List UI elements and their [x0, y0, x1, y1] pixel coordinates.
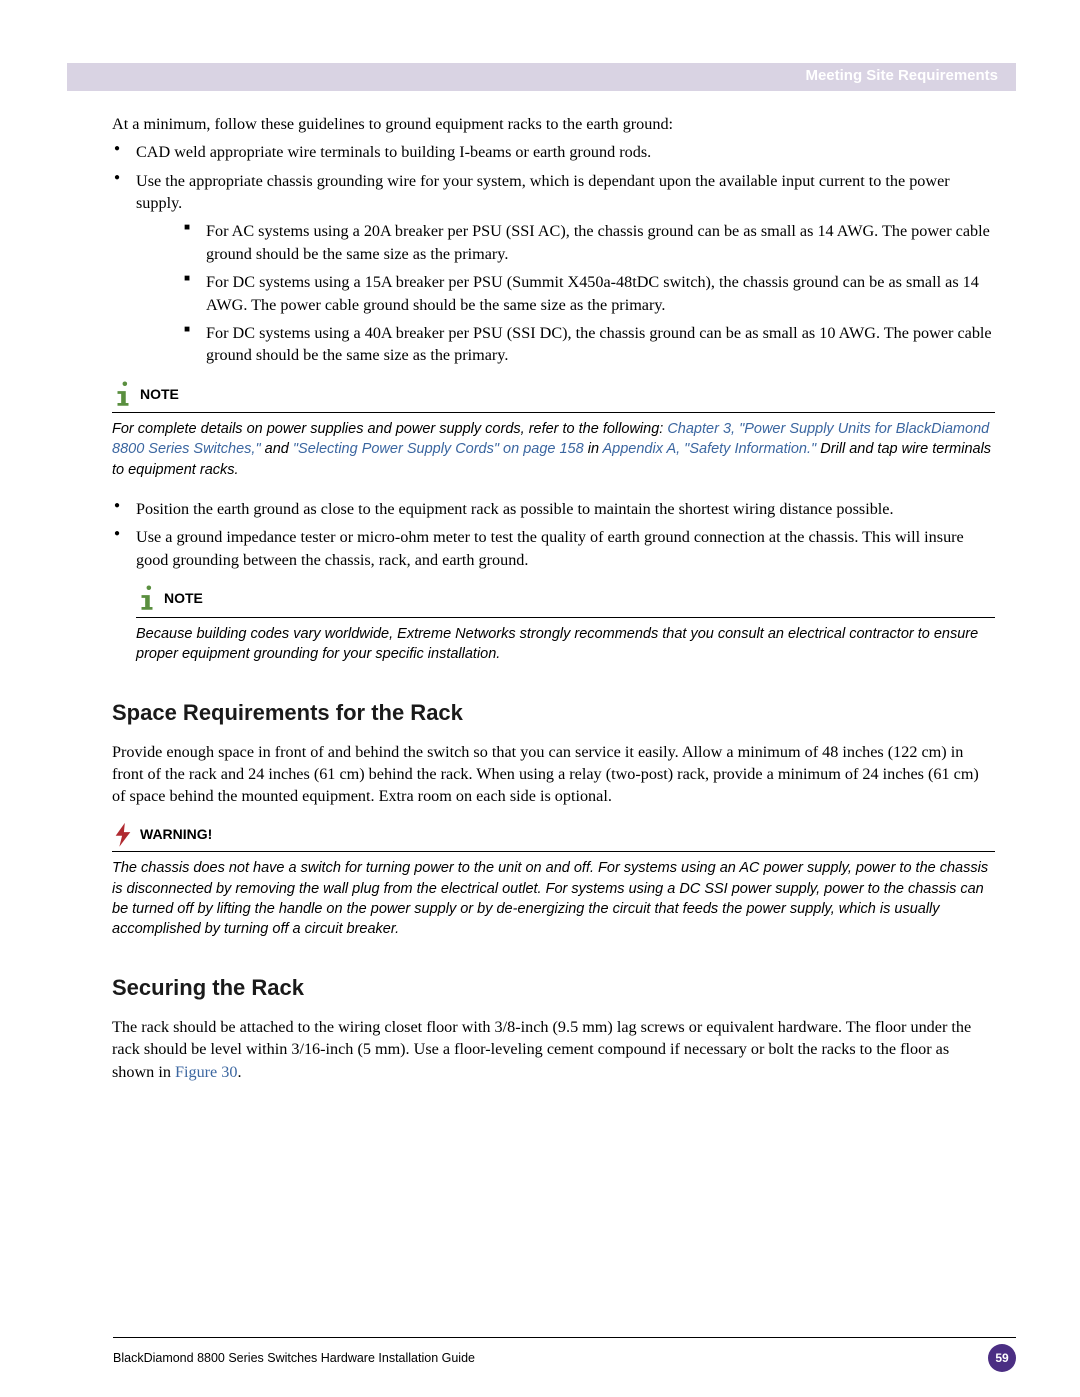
- link-page-158[interactable]: "Selecting Power Supply Cords" on page 1…: [293, 441, 584, 457]
- info-icon: [136, 585, 158, 613]
- footer-title: BlackDiamond 8800 Series Switches Hardwa…: [113, 1351, 475, 1365]
- page-footer: BlackDiamond 8800 Series Switches Hardwa…: [113, 1337, 1016, 1372]
- intro-text: At a minimum, follow these guidelines to…: [112, 113, 995, 135]
- list-item: For DC systems using a 15A breaker per P…: [206, 271, 995, 316]
- warning-label: WARNING!: [140, 825, 212, 844]
- list-item: Use a ground impedance tester or micro-o…: [136, 526, 995, 571]
- list-item: Position the earth ground as close to th…: [136, 498, 995, 520]
- link-figure-30[interactable]: Figure 30: [175, 1063, 238, 1081]
- bullet-list-1: CAD weld appropriate wire terminals to b…: [112, 141, 995, 366]
- warning-block: WARNING! The chassis does not have a swi…: [112, 822, 995, 940]
- lightning-icon: [112, 822, 134, 848]
- note-header: NOTE: [112, 381, 995, 409]
- info-icon: [112, 381, 134, 409]
- sub-bullet-list: For AC systems using a 20A breaker per P…: [136, 220, 995, 366]
- note-label: NOTE: [164, 589, 203, 608]
- header-bar: Meeting Site Requirements: [67, 63, 1016, 91]
- page-number: 59: [988, 1344, 1016, 1372]
- warning-text: The chassis does not have a switch for t…: [112, 858, 995, 939]
- heading-securing-rack: Securing the Rack: [112, 973, 995, 1003]
- divider: [112, 412, 995, 413]
- list-item: For DC systems using a 40A breaker per P…: [206, 322, 995, 367]
- note-label: NOTE: [140, 385, 179, 404]
- note-block-2: NOTE Because building codes vary worldwi…: [112, 585, 995, 664]
- list-item-text: Use the appropriate chassis grounding wi…: [136, 172, 950, 212]
- bullet-list-2: Position the earth ground as close to th…: [112, 498, 995, 571]
- list-item: CAD weld appropriate wire terminals to b…: [136, 141, 995, 163]
- note-text: Because building codes vary worldwide, E…: [136, 624, 995, 665]
- divider: [136, 617, 995, 618]
- note-header: NOTE: [136, 585, 995, 613]
- section-text: The rack should be attached to the wirin…: [112, 1016, 995, 1083]
- page-content: At a minimum, follow these guidelines to…: [112, 113, 995, 1083]
- list-item: For AC systems using a 20A breaker per P…: [206, 220, 995, 265]
- list-item: Use the appropriate chassis grounding wi…: [136, 170, 995, 367]
- section-text: Provide enough space in front of and beh…: [112, 741, 995, 808]
- note-text: For complete details on power supplies a…: [112, 419, 995, 480]
- warning-header: WARNING!: [112, 822, 995, 848]
- breadcrumb: Meeting Site Requirements: [805, 67, 998, 84]
- heading-space-requirements: Space Requirements for the Rack: [112, 698, 995, 728]
- divider: [112, 851, 995, 852]
- link-appendix-a[interactable]: Appendix A, "Safety Information.": [603, 441, 817, 457]
- note-block-1: NOTE For complete details on power suppl…: [112, 381, 995, 480]
